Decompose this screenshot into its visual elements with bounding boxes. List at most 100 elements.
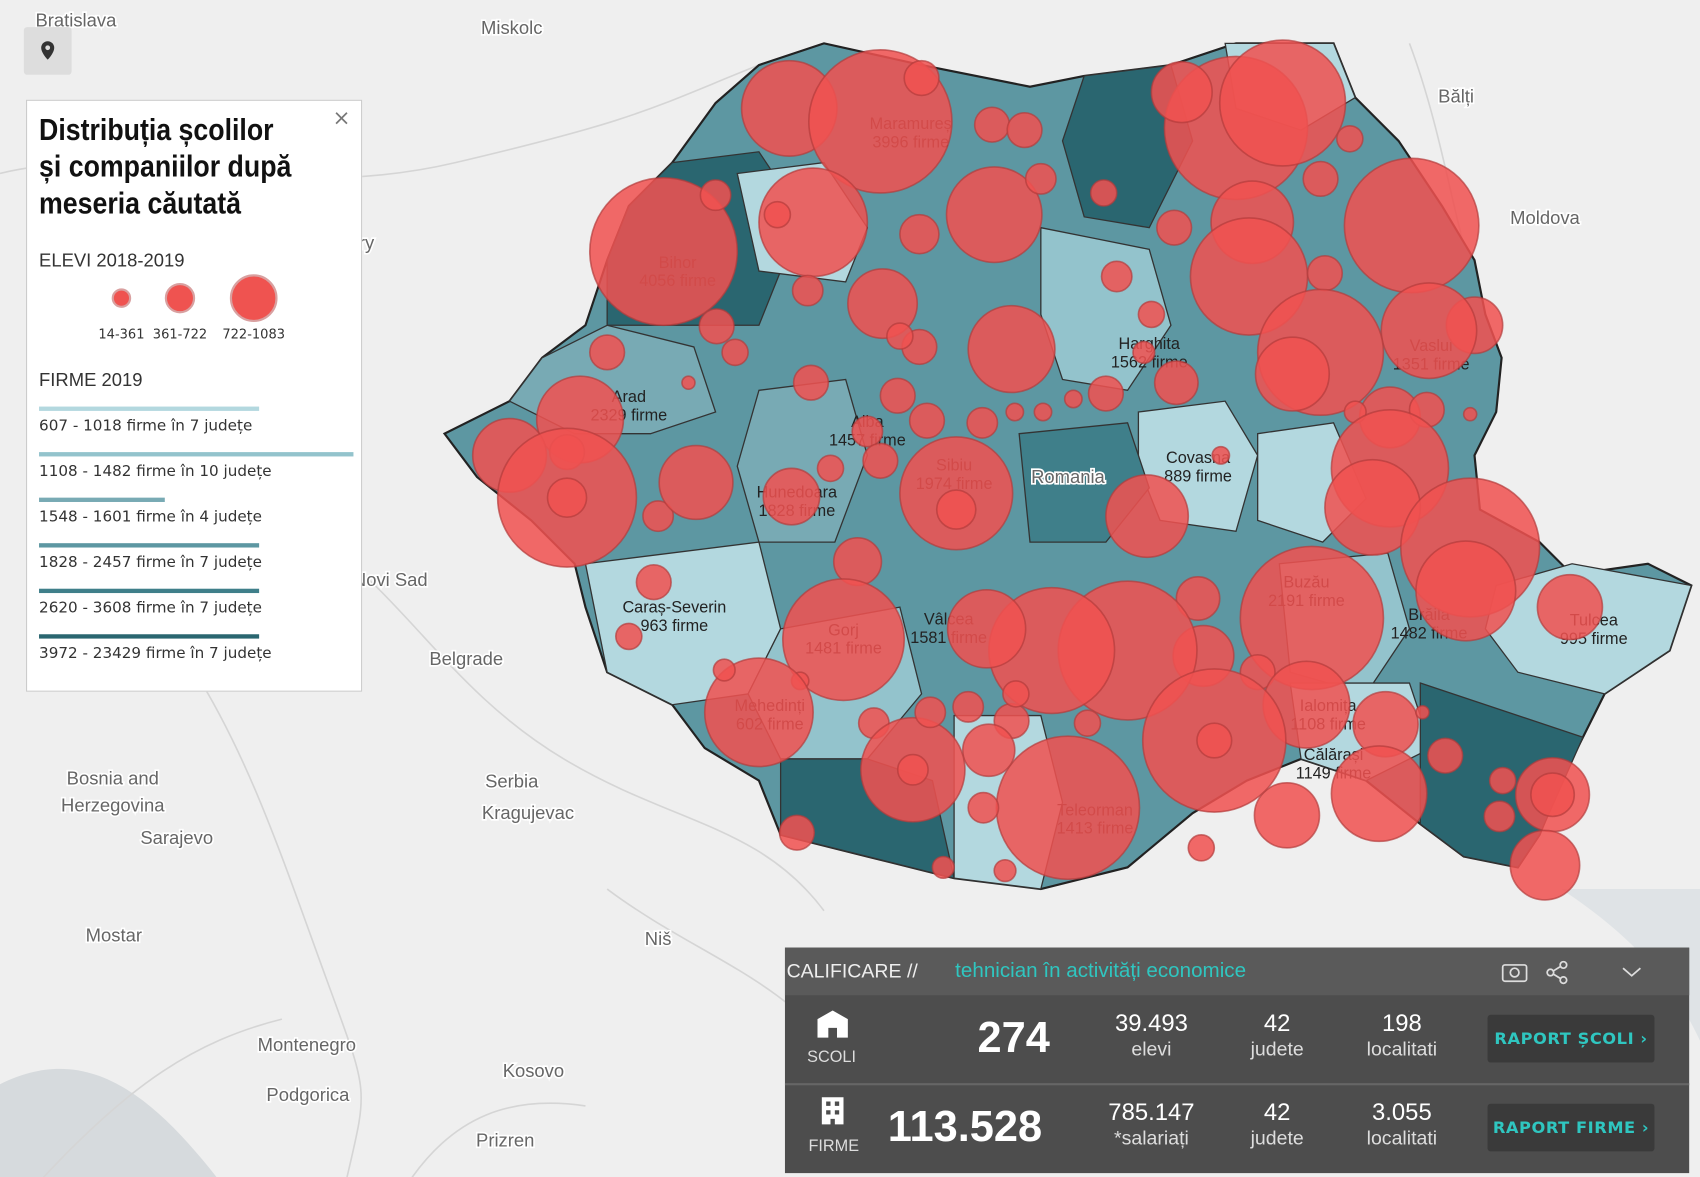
student-bubble bbox=[995, 735, 1141, 881]
student-bubbles bbox=[471, 39, 1604, 901]
collapse-icon[interactable] bbox=[1622, 967, 1641, 977]
student-bubble bbox=[879, 377, 916, 414]
student-bubble bbox=[712, 658, 736, 682]
place-label: Moldova bbox=[1510, 207, 1580, 228]
student-bubble bbox=[886, 322, 914, 350]
close-button[interactable] bbox=[333, 110, 350, 127]
place-label: Kragujevac bbox=[482, 802, 574, 823]
student-bubble bbox=[721, 338, 749, 367]
localities-label: localitati bbox=[1366, 1127, 1438, 1149]
firms-bar bbox=[39, 452, 354, 457]
share-icon[interactable] bbox=[1559, 960, 1568, 970]
firms-range-label: 1548 - 1601 firme în 4 județe bbox=[39, 508, 262, 526]
student-bubble bbox=[1132, 340, 1156, 365]
student-bubble bbox=[1073, 709, 1102, 737]
student-bubble bbox=[1063, 389, 1083, 409]
place-label: Romania bbox=[1031, 466, 1105, 487]
panel-label: CALIFICARE // bbox=[786, 960, 918, 982]
student-bubble bbox=[1196, 722, 1233, 759]
student-bubble bbox=[1536, 573, 1604, 641]
firms-range-label: 1828 - 2457 firme în 7 județe bbox=[39, 554, 262, 572]
share-lines[interactable] bbox=[1552, 965, 1562, 980]
size-label: 361-722 bbox=[152, 326, 208, 342]
student-bubble bbox=[1462, 406, 1478, 422]
student-bubble bbox=[699, 179, 732, 212]
student-bubble bbox=[1005, 402, 1025, 422]
place-label: Bosnia and bbox=[67, 767, 159, 788]
student-bubble bbox=[1509, 829, 1581, 901]
students-heading: ELEVI 2018-2019 bbox=[39, 250, 185, 272]
student-bubble bbox=[635, 564, 672, 601]
student-bubble bbox=[851, 415, 884, 448]
size-dot bbox=[164, 282, 196, 314]
firms-bar bbox=[39, 634, 260, 639]
size-dot bbox=[111, 288, 132, 308]
student-bubble bbox=[658, 444, 734, 521]
place-label: Sarajevo bbox=[140, 827, 213, 848]
legend: Distribuția școlilor și companiilor după… bbox=[26, 99, 363, 692]
student-bubble bbox=[703, 657, 814, 768]
student-bubble bbox=[781, 578, 906, 702]
student-bubble bbox=[1343, 157, 1480, 294]
student-bubble bbox=[642, 500, 675, 533]
student-bubble bbox=[914, 696, 947, 729]
place-label: Prizren bbox=[476, 1130, 534, 1151]
schools-report-button[interactable]: RAPORT ȘCOLI › bbox=[1487, 1014, 1655, 1063]
button-text[interactable]: RAPORT FIRME bbox=[1492, 1117, 1636, 1138]
firms-bar bbox=[39, 406, 260, 411]
student-bubble bbox=[862, 442, 899, 479]
student-bubble bbox=[1187, 834, 1216, 862]
firms-report-button[interactable]: RAPORT FIRME › bbox=[1487, 1103, 1655, 1152]
place-label: Montenegro bbox=[258, 1034, 356, 1055]
county-name: Caraș-Severin bbox=[622, 599, 726, 617]
firms-bar bbox=[39, 588, 260, 594]
student-bubble bbox=[1211, 445, 1231, 465]
student-bubble bbox=[1302, 160, 1339, 198]
student-bubble bbox=[1006, 111, 1043, 149]
share-icon[interactable] bbox=[1559, 975, 1568, 985]
student-bubble bbox=[896, 753, 929, 786]
student-bubble bbox=[546, 477, 588, 518]
counties-label: judete bbox=[1250, 1127, 1304, 1149]
firms-bar bbox=[39, 543, 260, 548]
student-bubble bbox=[1089, 179, 1118, 207]
size-label: 14-361 bbox=[98, 326, 145, 342]
summary-panel: CALIFICARE // tehnician în activități ec… bbox=[784, 947, 1690, 1174]
place-label: Podgorica bbox=[266, 1084, 350, 1105]
student-bubble bbox=[1483, 800, 1516, 833]
student-bubble bbox=[791, 274, 824, 307]
student-bubble bbox=[935, 489, 977, 530]
student-bubble bbox=[966, 406, 999, 439]
student-bubble bbox=[681, 375, 696, 391]
localities-label: localitati bbox=[1366, 1038, 1438, 1060]
student-bubble bbox=[1105, 474, 1190, 559]
camera-icon[interactable] bbox=[1501, 964, 1528, 983]
student-bubble bbox=[931, 855, 955, 880]
place-label: Kosovo bbox=[503, 1060, 564, 1081]
student-bubble bbox=[903, 59, 940, 97]
student-bubble bbox=[778, 814, 816, 851]
camera-lens[interactable] bbox=[1509, 967, 1520, 978]
locate-button[interactable] bbox=[23, 27, 72, 75]
close-icon[interactable] bbox=[335, 112, 348, 125]
share-icon[interactable] bbox=[1546, 968, 1555, 977]
student-bubble bbox=[1024, 162, 1057, 195]
pin-icon[interactable] bbox=[41, 41, 55, 60]
student-bubble bbox=[763, 200, 792, 229]
student-bubble bbox=[1002, 680, 1030, 708]
student-bubble bbox=[588, 176, 739, 327]
student-bubble bbox=[1100, 260, 1133, 293]
button-text[interactable]: RAPORT ȘCOLI bbox=[1494, 1028, 1635, 1049]
firms-bar bbox=[39, 497, 165, 502]
student-bubble bbox=[1306, 255, 1344, 292]
place-label: Herzegovina bbox=[61, 795, 165, 816]
student-bubble bbox=[967, 791, 1000, 824]
student-bubble bbox=[588, 334, 626, 371]
pin-hole bbox=[45, 45, 51, 51]
student-bubble bbox=[1415, 705, 1430, 720]
schools-label: SCOLI bbox=[807, 1047, 856, 1067]
student-bubble bbox=[1253, 781, 1321, 849]
place-label: Novi Sad bbox=[353, 569, 428, 590]
